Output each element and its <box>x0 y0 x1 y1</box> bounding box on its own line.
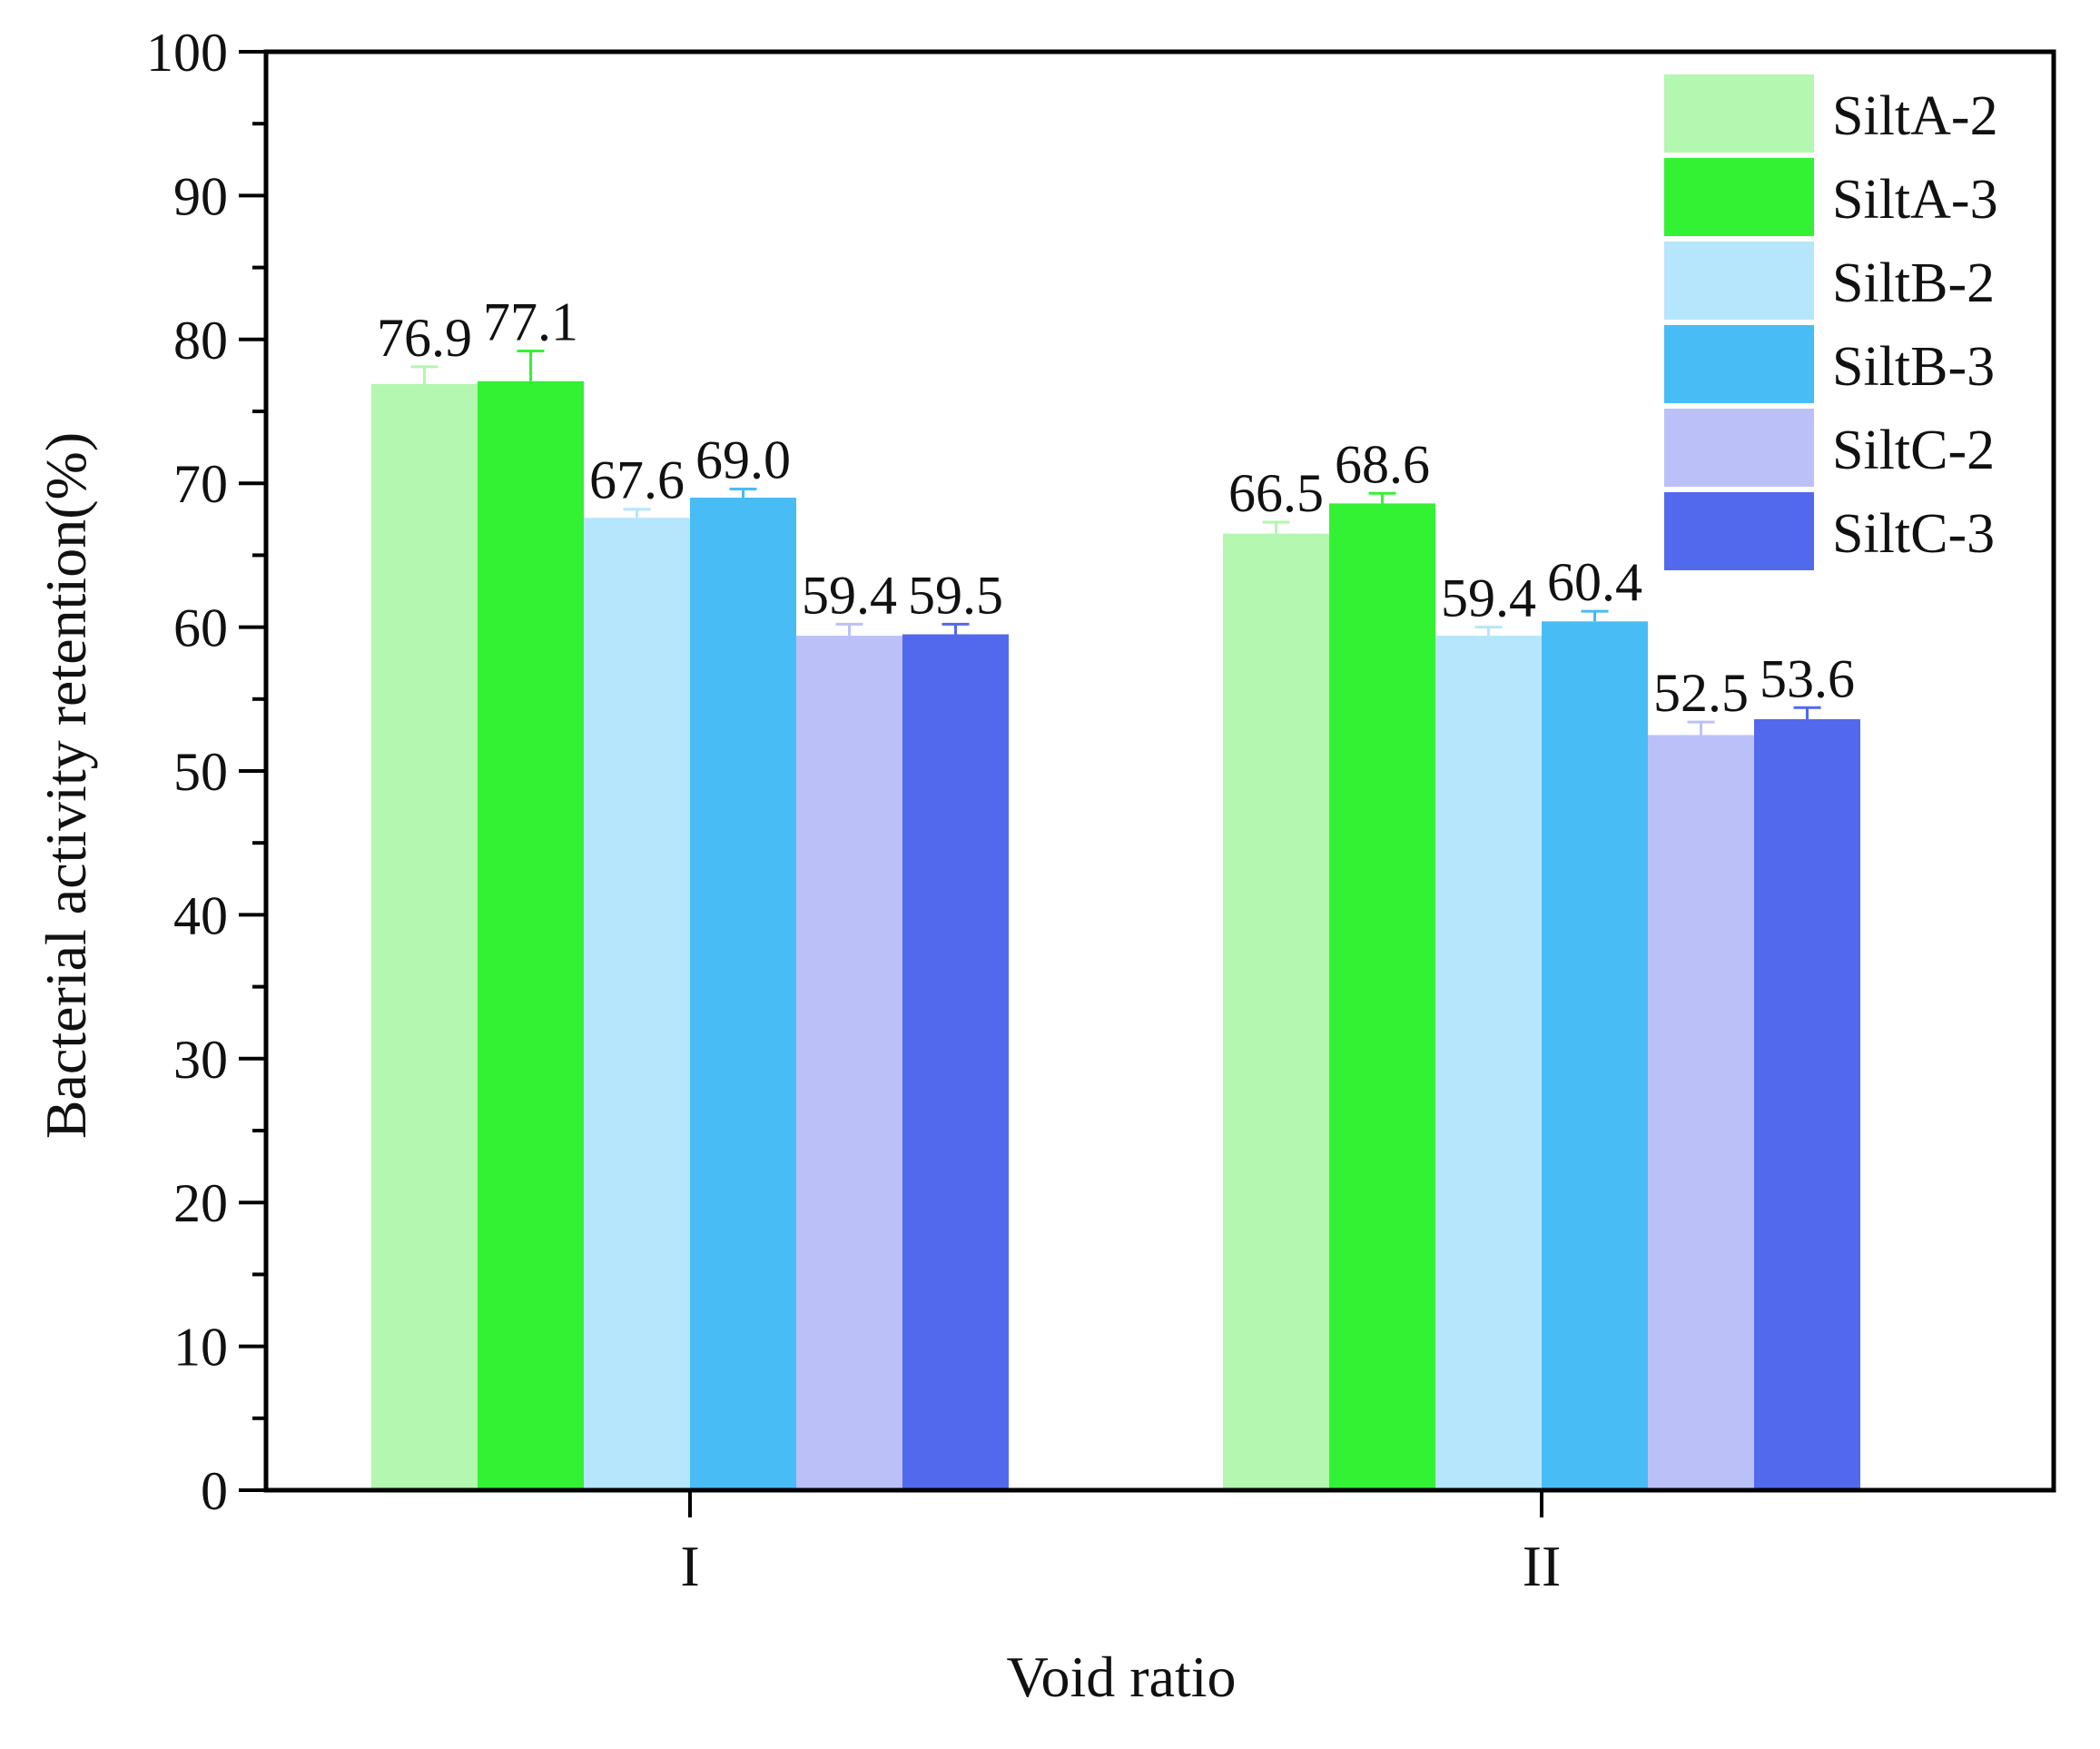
bar-silta-3-ii <box>1329 503 1435 1490</box>
legend-swatch <box>1664 74 1814 153</box>
error-bar-siltc-2-ii <box>1687 720 1715 736</box>
bar-value-label: 76.9 <box>377 308 472 368</box>
legend-item-siltb-2: SiltB-2 <box>1664 242 1995 320</box>
y-tick-label: 10 <box>173 1318 228 1378</box>
bar-siltb-2-i <box>584 518 690 1490</box>
legend-swatch <box>1664 492 1814 570</box>
legend-item-siltc-2: SiltC-2 <box>1664 409 1995 487</box>
error-bar-silta-3-i <box>517 349 545 381</box>
bar-value-label: 67.6 <box>589 450 685 510</box>
bar-value-label: 69.0 <box>695 430 791 490</box>
error-bar-siltc-3-i <box>942 622 970 635</box>
legend-item-silta-2: SiltA-2 <box>1664 74 1998 153</box>
x-axis-title: Void ratio <box>1006 1645 1236 1709</box>
y-tick-label: 30 <box>173 1030 228 1090</box>
bar-value-label: 68.6 <box>1335 434 1430 494</box>
bar-siltb-2-ii <box>1435 636 1542 1490</box>
error-bars-layer <box>410 349 1821 736</box>
bar-value-label: 60.4 <box>1547 552 1642 612</box>
y-axis-title: Bacterial activity retention(%) <box>34 432 98 1139</box>
y-tick-label: 20 <box>173 1173 228 1233</box>
error-bar-siltb-3-i <box>729 488 757 499</box>
error-bar-siltc-2-i <box>835 622 863 637</box>
bar-siltc-2-i <box>796 636 902 1490</box>
legend-swatch <box>1664 325 1814 403</box>
y-tick-label: 40 <box>173 885 228 945</box>
legend-swatch <box>1664 242 1814 320</box>
legend-label: SiltA-2 <box>1832 85 1998 147</box>
bar-silta-3-i <box>478 380 584 1491</box>
legend-item-siltb-3: SiltB-3 <box>1664 325 1995 403</box>
error-bar-silta-2-i <box>410 365 439 384</box>
error-bar-siltc-3-ii <box>1793 706 1821 719</box>
bar-silta-2-i <box>371 383 478 1490</box>
y-tick-label: 80 <box>173 311 228 371</box>
bar-value-label: 66.5 <box>1228 463 1324 523</box>
bar-siltb-3-i <box>690 498 796 1490</box>
legend-label: SiltC-3 <box>1832 503 1995 565</box>
bar-siltc-2-ii <box>1648 735 1754 1490</box>
y-tick-label: 60 <box>173 598 228 658</box>
error-bar-siltb-3-ii <box>1581 609 1609 622</box>
error-bar-siltb-2-i <box>623 508 651 519</box>
bar-value-label: 52.5 <box>1653 663 1749 723</box>
legend-label: SiltA-3 <box>1832 169 1998 231</box>
error-bar-silta-2-ii <box>1262 520 1290 534</box>
bar-value-label: 59.5 <box>908 565 1003 625</box>
y-tick-label: 70 <box>173 454 228 514</box>
y-tick-label: 50 <box>173 742 228 802</box>
legend: SiltA-2 SiltA-3 SiltB-2 SiltB-3 SiltC-2 SiltC… <box>1664 74 1998 570</box>
error-bar-siltb-2-ii <box>1474 626 1503 637</box>
bar-siltb-3-ii <box>1542 621 1648 1490</box>
legend-item-silta-3: SiltA-3 <box>1664 158 1998 236</box>
y-tick-label: 0 <box>201 1461 228 1521</box>
error-bar-silta-3-ii <box>1368 491 1396 504</box>
bars-layer <box>371 380 1860 1491</box>
bar-siltc-3-i <box>902 634 1009 1490</box>
y-tick-label: 90 <box>173 166 228 226</box>
x-tick-label: II <box>1523 1534 1562 1598</box>
bar-value-label: 59.4 <box>802 565 897 625</box>
bar-labels-layer: 76.966.577.168.667.659.469.060.459.452.5… <box>377 292 1855 723</box>
legend-label: SiltB-2 <box>1832 252 1995 314</box>
x-tick-label: I <box>680 1534 699 1598</box>
bar-siltc-3-ii <box>1754 718 1860 1490</box>
legend-label: SiltB-3 <box>1832 336 1995 398</box>
legend-item-siltc-3: SiltC-3 <box>1664 492 1995 570</box>
legend-swatch <box>1664 409 1814 487</box>
bar-value-label: 59.4 <box>1441 568 1536 628</box>
bar-silta-2-ii <box>1223 533 1329 1490</box>
legend-swatch <box>1664 158 1814 236</box>
bar-value-label: 53.6 <box>1760 648 1855 708</box>
y-tick-label: 100 <box>146 23 228 83</box>
bar-value-label: 77.1 <box>483 292 578 351</box>
legend-label: SiltC-2 <box>1832 420 1995 481</box>
